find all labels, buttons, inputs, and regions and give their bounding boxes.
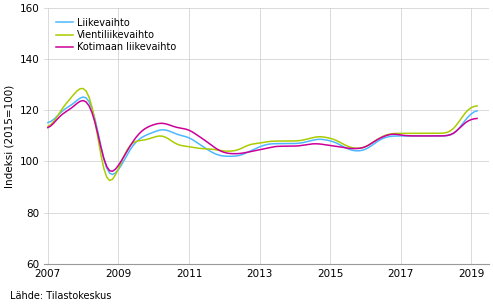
Kotimaan liikevaihto xyxy=(389,133,395,136)
Vientiliikevaihto xyxy=(189,145,195,149)
Liikevaihto xyxy=(286,142,292,145)
Kotimaan liikevaihto xyxy=(474,117,480,120)
Vientiliikevaihto xyxy=(389,132,395,136)
Legend: Liikevaihto, Vientiliikevaihto, Kotimaan liikevaihto: Liikevaihto, Vientiliikevaihto, Kotimaan… xyxy=(54,16,178,54)
Vientiliikevaihto xyxy=(474,104,480,108)
Vientiliikevaihto xyxy=(80,87,86,90)
Kotimaan liikevaihto xyxy=(189,130,195,133)
Kotimaan liikevaihto xyxy=(166,123,172,126)
Vientiliikevaihto xyxy=(45,125,51,128)
Kotimaan liikevaihto xyxy=(383,134,389,137)
Vientiliikevaihto xyxy=(106,179,112,182)
Line: Vientiliikevaihto: Vientiliikevaihto xyxy=(48,88,477,181)
Vientiliikevaihto xyxy=(286,139,292,143)
Kotimaan liikevaihto xyxy=(80,99,86,102)
Vientiliikevaihto xyxy=(348,145,353,149)
Liikevaihto xyxy=(45,121,51,124)
Kotimaan liikevaihto xyxy=(109,169,115,173)
Liikevaihto xyxy=(166,129,172,133)
Vientiliikevaihto xyxy=(166,137,172,141)
Y-axis label: Indeksi (2015=100): Indeksi (2015=100) xyxy=(4,84,14,188)
Liikevaihto xyxy=(80,95,86,99)
Liikevaihto xyxy=(189,137,195,141)
Text: Lähde: Tilastokeskus: Lähde: Tilastokeskus xyxy=(10,291,111,301)
Kotimaan liikevaihto xyxy=(348,147,353,150)
Kotimaan liikevaihto xyxy=(286,144,292,148)
Liikevaihto xyxy=(348,148,353,152)
Kotimaan liikevaihto xyxy=(45,126,51,130)
Liikevaihto xyxy=(383,136,389,139)
Vientiliikevaihto xyxy=(383,133,389,137)
Line: Liikevaihto: Liikevaihto xyxy=(48,97,477,174)
Line: Kotimaan liikevaihto: Kotimaan liikevaihto xyxy=(48,101,477,171)
Liikevaihto xyxy=(109,173,115,176)
Liikevaihto xyxy=(474,109,480,113)
Liikevaihto xyxy=(389,134,395,138)
